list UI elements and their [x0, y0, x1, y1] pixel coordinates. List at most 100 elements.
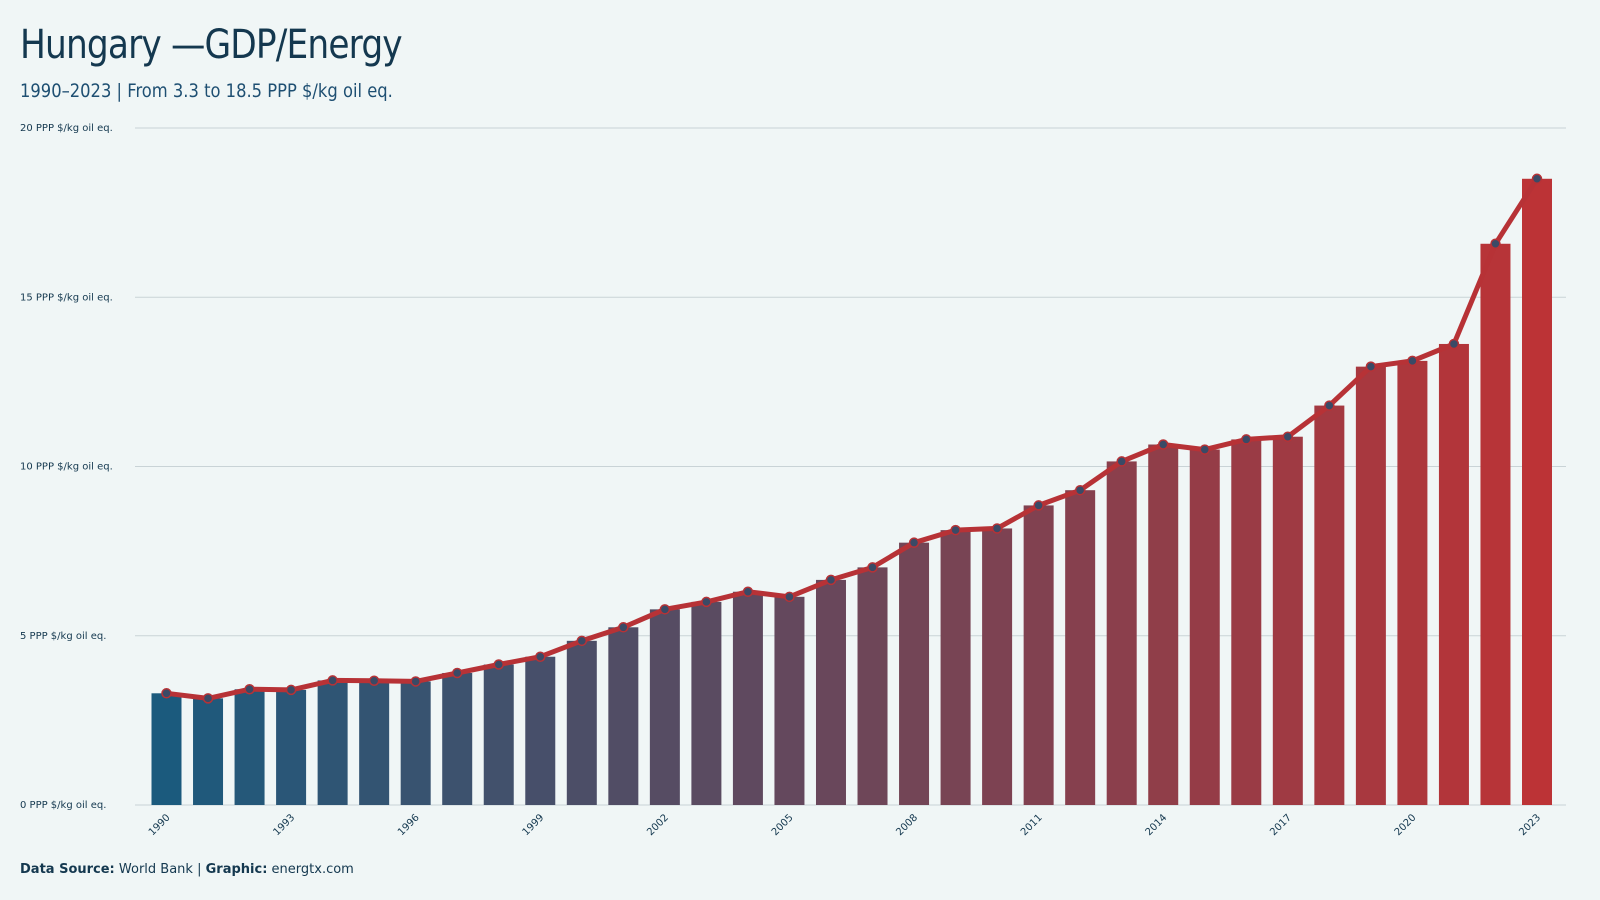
bar-2012: [1065, 490, 1096, 805]
source-value: World Bank: [118, 862, 193, 877]
bar-2015: [1189, 449, 1220, 805]
bar-2001: [608, 627, 639, 805]
x-tick-label: 1996: [396, 812, 422, 838]
bars: [151, 178, 1552, 806]
footer-separator: |: [197, 862, 202, 877]
marker-2017: [1282, 431, 1294, 442]
marker-1997: [451, 667, 463, 679]
bar-1996: [400, 681, 431, 805]
trend-line-path: [164, 176, 1540, 701]
marker-1999: [535, 651, 546, 662]
marker-2005: [784, 591, 795, 603]
x-tick-label: 1993: [271, 812, 297, 838]
bar-2018: [1314, 405, 1345, 805]
y-tick-label: 15 PPP $/kg oil eq.: [20, 292, 113, 303]
marker-2018: [1324, 400, 1335, 411]
marker-2000: [576, 635, 588, 647]
x-axis-tick-labels: 1990 1993 1996 1999 2002 2005 2008 2011 2014 2017…: [147, 812, 1543, 838]
marker-2016: [1241, 434, 1252, 445]
x-tick-label: 1990: [147, 812, 173, 838]
bar-2009: [940, 530, 971, 805]
marker-2013: [1116, 456, 1127, 467]
bar-2017: [1272, 436, 1303, 805]
y-tick-label: 20 PPP $/kg oil eq.: [20, 123, 113, 134]
bar-2022: [1480, 243, 1511, 806]
y-tick-label: 10 PPP $/kg oil eq.: [20, 462, 113, 473]
bar-1994: [317, 680, 348, 805]
bar-2016: [1231, 439, 1262, 805]
line-markers: [161, 173, 1543, 704]
bar-2020: [1397, 360, 1428, 805]
marker-2012: [1074, 484, 1086, 496]
bar-1997: [442, 672, 473, 805]
marker-1996: [410, 676, 421, 687]
bar-2013: [1106, 461, 1137, 805]
marker-2002: [659, 604, 671, 615]
bar-2021: [1438, 343, 1469, 805]
marker-2003: [701, 596, 712, 608]
x-tick-label: 2023: [1517, 812, 1543, 838]
bar-2003: [691, 601, 722, 805]
marker-2008: [908, 537, 920, 548]
x-tick-label: 2005: [770, 812, 796, 838]
y-tick-label: 0 PPP $/kg oil eq.: [20, 800, 106, 811]
marker-2020: [1407, 355, 1418, 367]
bar-2011: [1023, 505, 1054, 805]
chart-title: Hungary —GDP/Energy: [20, 22, 403, 68]
marker-2009: [950, 524, 961, 536]
bar-1998: [483, 664, 514, 805]
bar-1999: [525, 656, 556, 805]
marker-2010: [991, 523, 1003, 534]
marker-2011: [1033, 500, 1044, 511]
bar-1992: [234, 689, 265, 805]
marker-2021: [1448, 338, 1460, 350]
y-tick-label: 5 PPP $/kg oil eq.: [20, 631, 106, 642]
marker-1995: [368, 675, 380, 687]
data-source-footer: Data Source: World Bank | Graphic: energ…: [20, 862, 354, 877]
marker-1991: [202, 693, 214, 704]
marker-1998: [493, 659, 504, 670]
marker-2015: [1199, 444, 1211, 455]
x-tick-label: 2014: [1144, 812, 1170, 838]
bar-1995: [359, 680, 390, 805]
marker-2014: [1157, 439, 1169, 450]
graphic-value: energtx.com: [271, 862, 354, 877]
bar-2005: [774, 596, 805, 805]
chart-subtitle: 1990–2023 | From 3.3 to 18.5 PPP $/kg oi…: [20, 80, 393, 102]
bar-1990: [151, 693, 182, 805]
bar-2002: [649, 609, 680, 805]
y-axis-tick-labels: 0 PPP $/kg oil eq. 5 PPP $/kg oil eq. 10 P…: [20, 123, 113, 811]
bar-1991: [193, 698, 224, 805]
marker-2004: [742, 586, 754, 597]
graphic-label: Graphic:: [205, 862, 268, 877]
x-tick-label: 2011: [1019, 812, 1045, 838]
bar-2007: [857, 567, 888, 805]
marker-2001: [618, 622, 629, 633]
bar-1993: [276, 689, 307, 805]
marker-1994: [327, 675, 338, 686]
bar-2023: [1522, 178, 1552, 805]
gridlines: [135, 127, 1566, 806]
bar-2010: [982, 528, 1013, 805]
marker-2006: [825, 574, 837, 586]
marker-2007: [867, 562, 878, 573]
trend-line: [164, 176, 1540, 701]
x-tick-label: 2002: [645, 812, 671, 838]
marker-2023: [1531, 173, 1543, 185]
marker-1990: [161, 688, 172, 699]
x-tick-label: 2008: [894, 812, 920, 838]
bar-2004: [732, 591, 763, 805]
bar-2008: [899, 542, 930, 805]
marker-1992: [244, 683, 255, 695]
x-tick-label: 1999: [521, 812, 547, 838]
x-tick-label: 2017: [1268, 812, 1294, 838]
bar-2019: [1355, 366, 1386, 805]
marker-2022: [1490, 238, 1501, 250]
x-tick-label: 2020: [1393, 812, 1419, 838]
bar-2006: [815, 579, 846, 805]
source-label: Data Source:: [20, 862, 115, 877]
marker-2019: [1365, 361, 1377, 372]
marker-1993: [285, 684, 297, 696]
bar-2014: [1148, 444, 1179, 805]
